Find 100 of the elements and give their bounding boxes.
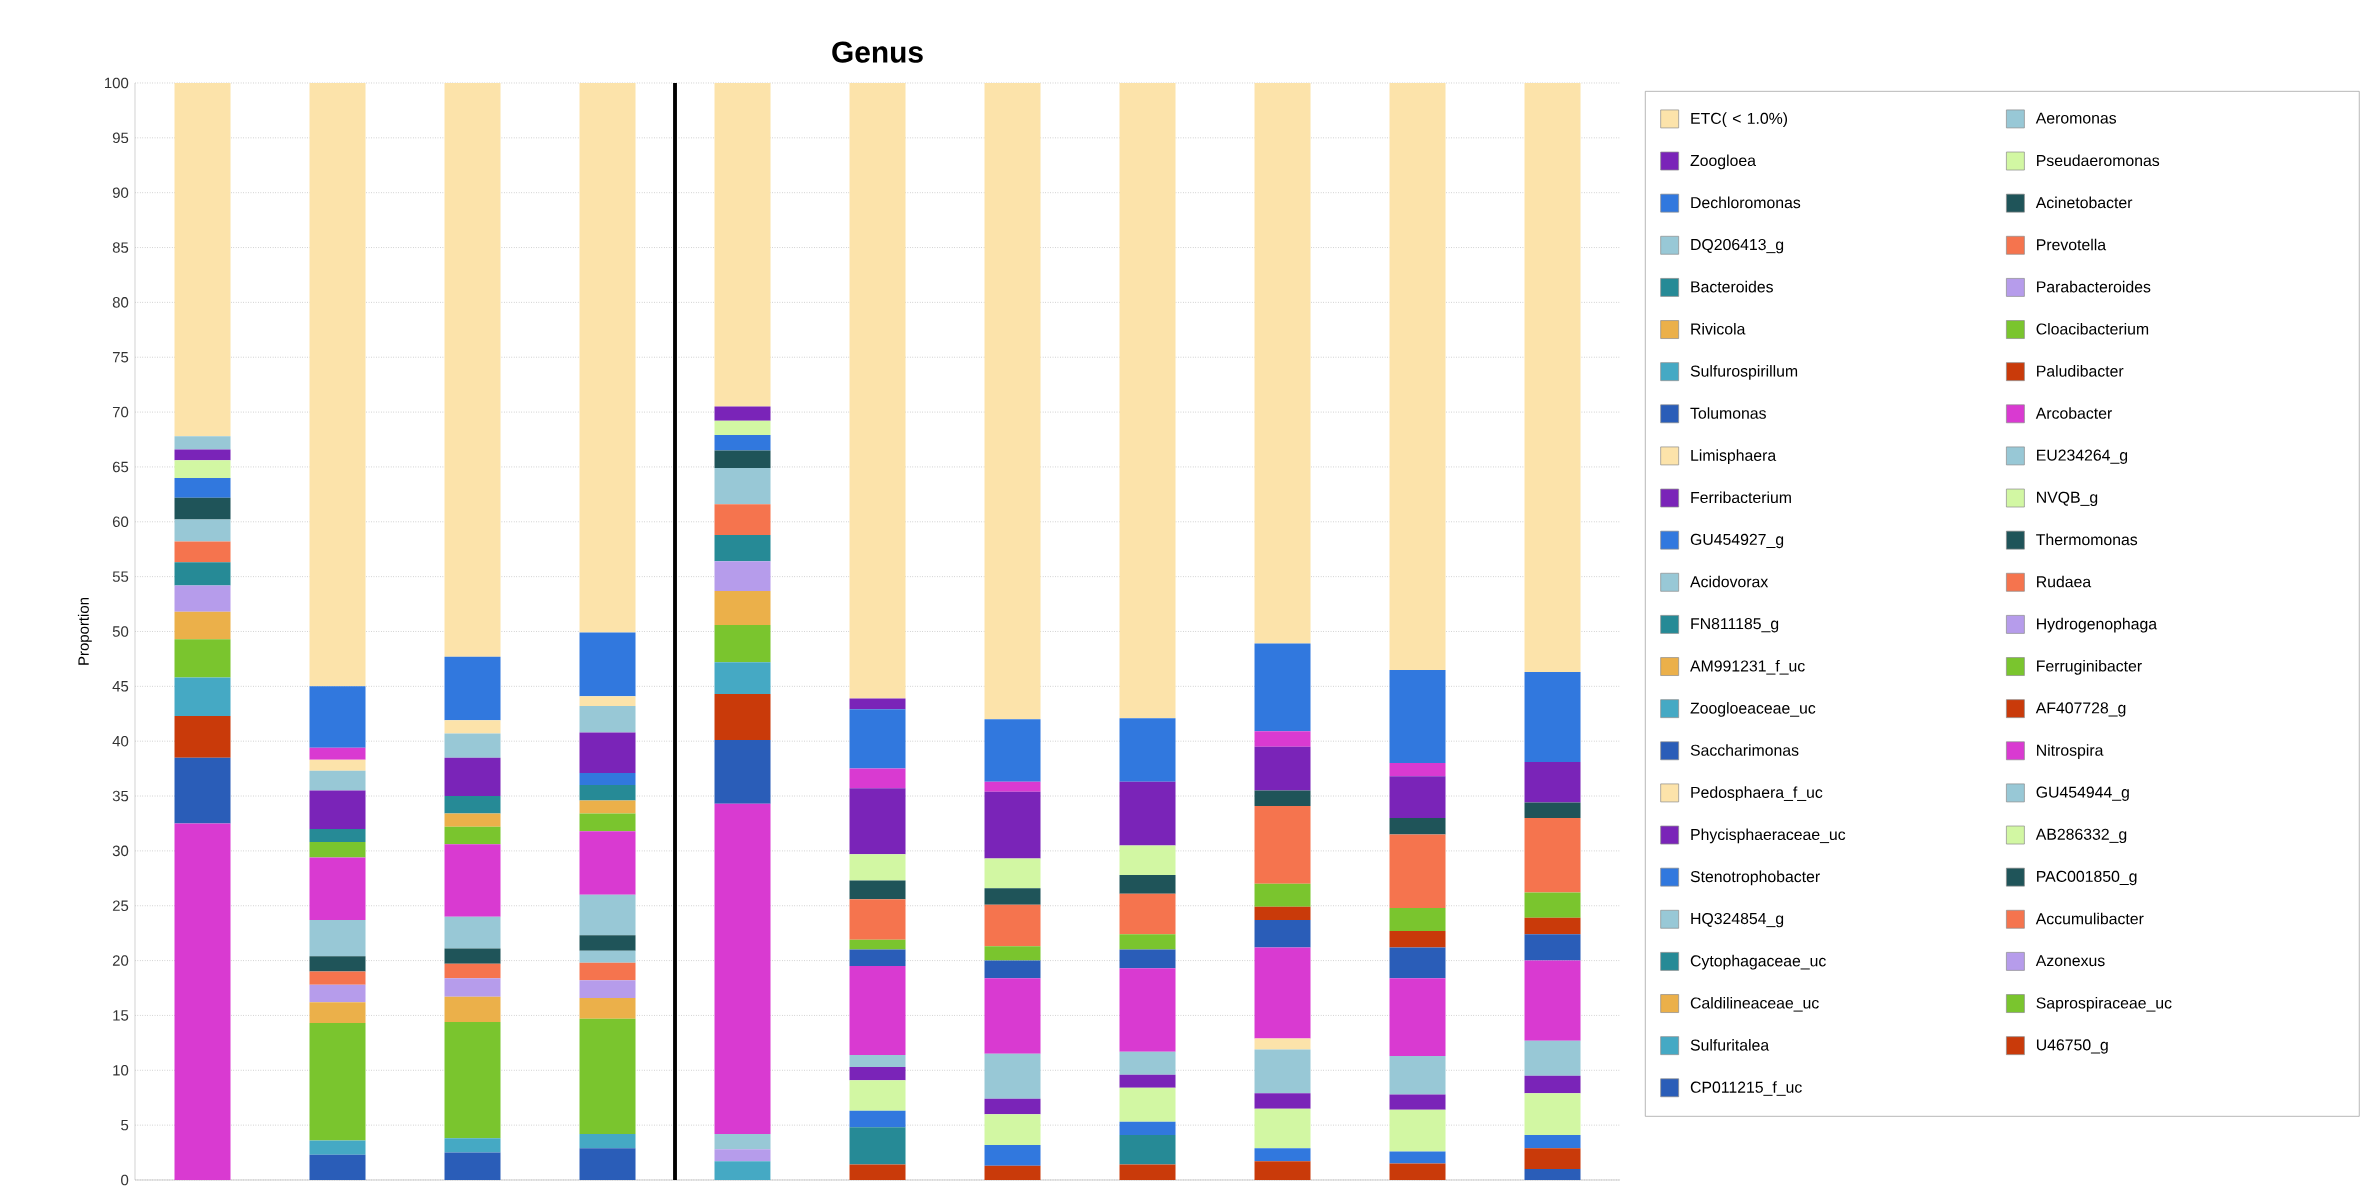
bar [579, 997, 636, 1019]
bar [579, 894, 636, 936]
y-tick-label: 10 [113, 1065, 129, 1076]
bar [579, 706, 636, 733]
y-tick-label: 90 [112, 187, 129, 198]
bar [849, 1127, 906, 1165]
legend-label: Caldilineaceae_uc [1690, 996, 1819, 1012]
legend-label: Ferruginibacter [2037, 659, 2142, 675]
legend-label: Dechloromonas [1691, 196, 1801, 209]
bar [579, 1018, 636, 1134]
bar [984, 888, 1041, 905]
bar [444, 948, 501, 964]
legend-label: DQ206413_g [1691, 238, 1784, 254]
legend-label: Cytophagaceae_uc [1690, 954, 1826, 970]
bar [1254, 947, 1311, 1039]
y-tick-label: 75 [112, 352, 129, 363]
y-tick-label: 100 [105, 77, 129, 89]
legend-label: Pseudaeromonas [2037, 154, 2160, 167]
y-axis-title: Proportion [77, 598, 92, 665]
bar [984, 904, 1041, 947]
bar [1119, 875, 1176, 894]
legend-label: PAC001850_g [2037, 870, 2137, 886]
bar [1524, 1093, 1581, 1135]
bar [309, 1023, 366, 1141]
legend-label: CP011215_f_uc [1690, 1081, 1802, 1096]
bar [444, 656, 501, 721]
legend-label: Azonexus [2035, 955, 2105, 967]
bar [444, 813, 501, 827]
legend-label: Stenotrophobacter [1690, 870, 1820, 886]
bar [309, 82, 366, 687]
legend-label: Sulfurospirillum [1690, 365, 1798, 380]
bar [714, 590, 771, 625]
bar [1524, 1040, 1581, 1076]
bar [174, 82, 231, 437]
legend-label: Accumulibacter [2035, 912, 2144, 925]
bar [1389, 834, 1446, 908]
bar [309, 971, 366, 985]
bar [1119, 1135, 1176, 1165]
bar [1524, 672, 1581, 763]
bar [1254, 919, 1311, 948]
bar [1254, 1161, 1311, 1180]
bar [1389, 1163, 1446, 1180]
chart-title: Genus [832, 41, 923, 63]
bar [849, 880, 906, 900]
bar [1254, 790, 1311, 806]
legend-label: Saccharimonas [1690, 744, 1799, 756]
bar [1254, 1108, 1311, 1149]
bar [1254, 906, 1311, 920]
y-tick-label: 55 [112, 571, 129, 582]
bar [579, 732, 636, 773]
bar [579, 831, 636, 895]
bar [714, 803, 771, 1134]
bar [309, 1140, 366, 1155]
legend-label: Thermomonas [2036, 533, 2138, 546]
legend-label: Ferribacterium [1691, 491, 1791, 504]
bar [849, 698, 906, 710]
bar [309, 790, 366, 829]
bar [1389, 776, 1446, 818]
y-tick-label: 65 [112, 461, 129, 473]
legend-label: Acidovorax [1690, 575, 1769, 588]
legend-label: HQ324854_g [1691, 912, 1784, 928]
bar [444, 916, 501, 949]
bar [174, 823, 231, 1180]
y-tick-label: 20 [112, 955, 129, 966]
y-tick-label: 5 [121, 1119, 129, 1131]
y-tick-label: 0 [121, 1174, 129, 1186]
legend-label: Bacteroides [1691, 280, 1773, 293]
bar [1389, 907, 1446, 931]
bar [714, 450, 771, 469]
bar [1254, 1148, 1311, 1162]
bar [1524, 892, 1581, 918]
legend-label: GU454927_g [1690, 533, 1784, 549]
legend-label: Saprospiraceae_uc [2036, 996, 2172, 1012]
bar [579, 82, 636, 633]
legend-label: Parabacteroides [2037, 280, 2151, 293]
bar [444, 733, 501, 758]
bar [714, 740, 771, 804]
bar [714, 468, 771, 505]
bar [309, 770, 366, 791]
y-tick-label: 45 [112, 681, 129, 692]
legend-label: Cloacibacterium [2036, 322, 2149, 335]
y-tick-label: 25 [112, 900, 129, 912]
legend-label: Pedosphaera_f_uc [1691, 786, 1823, 802]
bar [714, 1161, 771, 1180]
bar [444, 757, 501, 797]
bar [984, 791, 1041, 859]
bar [1119, 1087, 1176, 1122]
bar [174, 715, 231, 758]
bar [984, 946, 1041, 961]
legend-label: ETC( < 1.0%) [1691, 112, 1788, 128]
legend-label: Zoogloeaceae_uc [1690, 702, 1816, 717]
legend-label: Aeromonas [2035, 112, 2117, 124]
bar [714, 504, 771, 535]
bar [579, 950, 636, 963]
bar [444, 720, 501, 734]
bar [309, 956, 366, 972]
bar [849, 899, 906, 940]
bar [1119, 934, 1176, 950]
bar [1389, 1094, 1446, 1110]
bar [984, 1144, 1041, 1166]
